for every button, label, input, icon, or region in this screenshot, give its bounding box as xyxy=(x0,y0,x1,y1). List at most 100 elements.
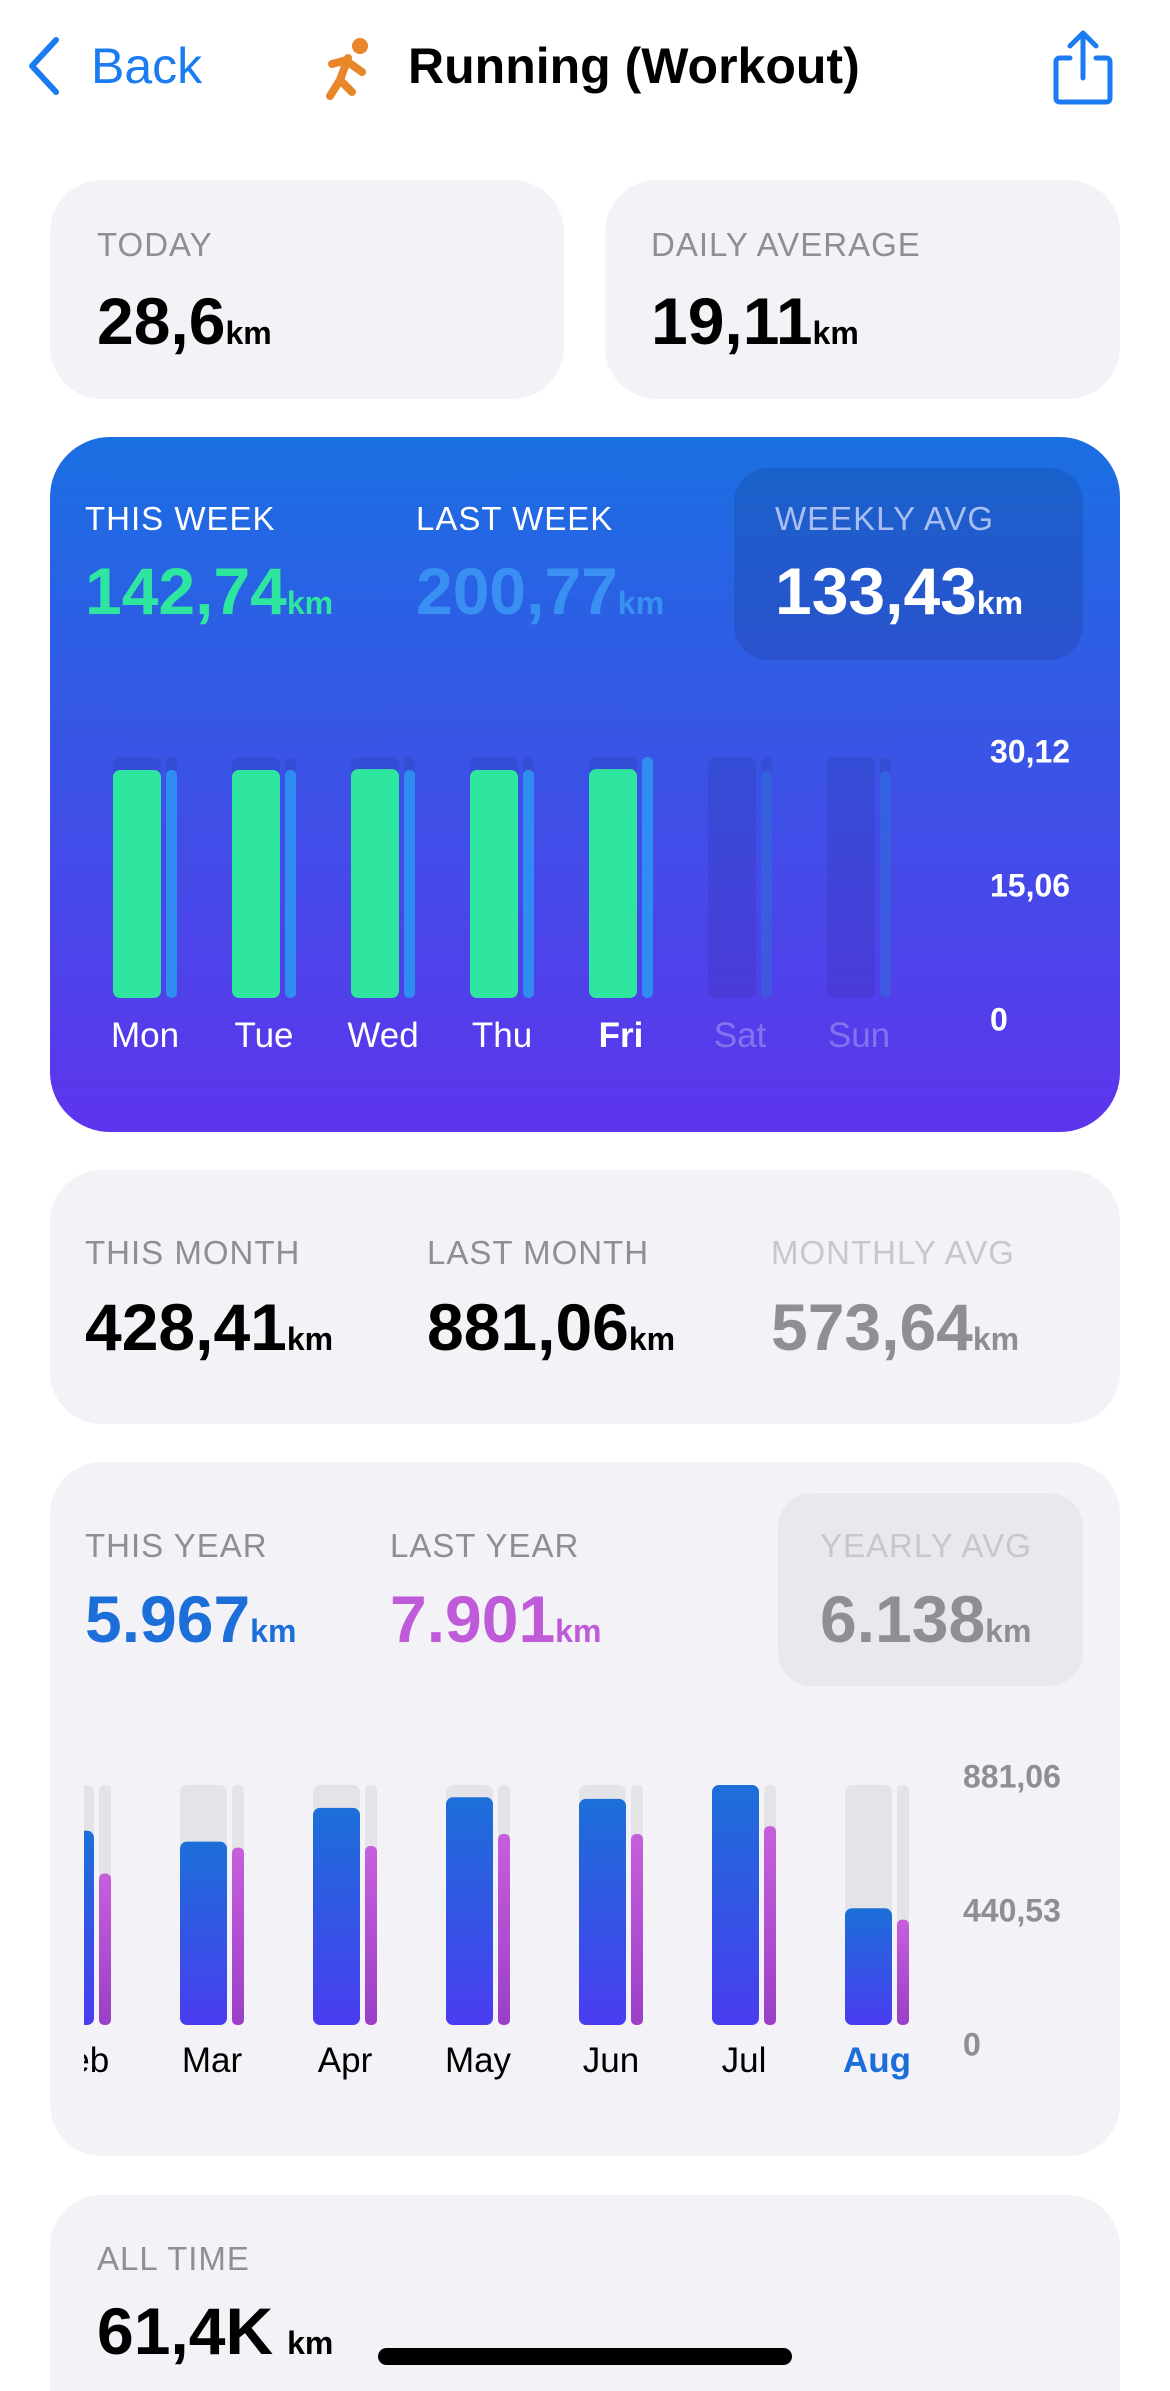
unit: km xyxy=(813,315,859,351)
bar xyxy=(232,769,280,998)
x-tick-label: Mar xyxy=(182,2041,243,2080)
x-tick-label: Jul xyxy=(722,2041,767,2080)
unit: km xyxy=(618,585,664,621)
stat-value: 7.901km xyxy=(390,1582,601,1656)
value: 61,4K xyxy=(97,2294,273,2368)
yearly-avg-box xyxy=(778,1493,1083,1686)
month-card xyxy=(50,1170,1120,1424)
stat-label: DAILY AVERAGE xyxy=(651,226,921,263)
stat-label: LAST MONTH xyxy=(427,1234,649,1271)
bar xyxy=(313,1807,360,2025)
x-tick-label: May xyxy=(445,2041,512,2080)
value: 428,41 xyxy=(85,1290,287,1364)
value: 573,64 xyxy=(771,1290,973,1364)
stat-value: 19,11km xyxy=(651,284,859,358)
y-tick-label: 440,53 xyxy=(963,1892,1061,1928)
week-card xyxy=(50,437,1120,1132)
bar xyxy=(285,769,296,998)
x-tick-label: Aug xyxy=(843,2041,911,2080)
x-tick-label: Fri xyxy=(599,1016,644,1055)
x-tick-label: Apr xyxy=(318,2041,373,2080)
x-tick-label: Feb xyxy=(49,2041,109,2080)
home-indicator xyxy=(378,2348,792,2365)
bar xyxy=(365,1846,377,2025)
week-chart: Mon Tue Wed Thu Fri Sat Sun 30,12 15,06 0 xyxy=(111,733,1070,1055)
value: 19,11 xyxy=(651,284,813,358)
x-tick-label: Sat xyxy=(714,1016,767,1055)
value: 6.138 xyxy=(820,1582,985,1656)
stat-label: ALL TIME xyxy=(97,2240,250,2277)
bar-track xyxy=(761,757,772,998)
x-tick-label: Thu xyxy=(472,1016,532,1055)
bar xyxy=(180,1841,227,2025)
stat-label: MONTHLY AVG xyxy=(771,1234,1015,1271)
unit: km xyxy=(985,1613,1031,1649)
y-tick-label: 881,06 xyxy=(963,1758,1061,1794)
stat-value: 133,43km xyxy=(775,554,1023,628)
bar xyxy=(404,769,415,998)
stat-label: YEARLY AVG xyxy=(820,1527,1032,1564)
stat-value: 573,64km xyxy=(771,1290,1019,1364)
stat-value: 200,77km xyxy=(416,554,664,628)
x-tick-label: Sun xyxy=(828,1016,890,1055)
unit: km xyxy=(287,585,333,621)
unit: km xyxy=(973,1321,1019,1357)
bar-track xyxy=(827,757,875,998)
back-button[interactable]: Back xyxy=(29,37,203,95)
unit: km xyxy=(250,1613,296,1649)
bars: Feb Mar Apr May Jun Jul Aug xyxy=(49,1785,911,2080)
bar xyxy=(99,1873,111,2025)
stat-value: 428,41km xyxy=(85,1290,333,1364)
x-tick-label: Mon xyxy=(111,1016,179,1055)
daily-average-card xyxy=(605,180,1120,399)
bar xyxy=(446,1797,493,2025)
stat-value: 28,6km xyxy=(97,284,272,358)
stat-label: LAST WEEK xyxy=(416,500,613,537)
back-chevron xyxy=(29,37,59,95)
stat-label: WEEKLY AVG xyxy=(775,500,994,537)
bar xyxy=(579,1798,626,2025)
page-title: Running (Workout) xyxy=(408,38,860,94)
unit: km xyxy=(225,315,271,351)
bar xyxy=(897,1919,909,2025)
value: 7.901 xyxy=(390,1582,555,1656)
bar xyxy=(498,1834,510,2025)
y-tick-label: 30,12 xyxy=(990,733,1070,769)
stat-value: 5.967km xyxy=(85,1582,296,1656)
bar xyxy=(631,1834,643,2025)
bar xyxy=(166,769,177,998)
bar xyxy=(351,769,399,998)
stat-value: 6.138km xyxy=(820,1582,1031,1656)
unit: km xyxy=(977,585,1023,621)
value: 133,43 xyxy=(775,554,977,628)
value: 142,74 xyxy=(85,554,287,628)
bar-track xyxy=(880,757,891,998)
bar xyxy=(642,757,653,998)
unit: km xyxy=(555,1613,601,1649)
stat-label: TODAY xyxy=(97,226,213,263)
bar xyxy=(523,769,534,998)
stat-value: 881,06km xyxy=(427,1290,675,1364)
stat-label: THIS WEEK xyxy=(85,500,276,537)
y-tick-label: 15,06 xyxy=(990,867,1070,903)
bar-track xyxy=(708,757,756,998)
share-button[interactable] xyxy=(1053,30,1113,105)
month-chart: Feb Mar Apr May Jun Jul Aug 881,06 440,53 0 xyxy=(49,1758,1061,2080)
bar xyxy=(764,1826,776,2025)
today-card xyxy=(50,180,564,399)
x-tick-label: Wed xyxy=(347,1016,418,1055)
x-tick-label: Jun xyxy=(583,2041,639,2080)
bar xyxy=(712,1785,759,2025)
value: 28,6 xyxy=(97,284,225,358)
x-tick-label: Tue xyxy=(234,1016,293,1055)
stat-label: LAST YEAR xyxy=(390,1527,579,1564)
value: 881,06 xyxy=(427,1290,629,1364)
y-tick-label: 0 xyxy=(990,1001,1008,1037)
value: 200,77 xyxy=(416,554,618,628)
back-label: Back xyxy=(91,38,203,94)
stat-label: THIS MONTH xyxy=(85,1234,300,1271)
bar xyxy=(232,1847,244,2025)
unit: km xyxy=(629,1321,675,1357)
unit: km xyxy=(287,1321,333,1357)
